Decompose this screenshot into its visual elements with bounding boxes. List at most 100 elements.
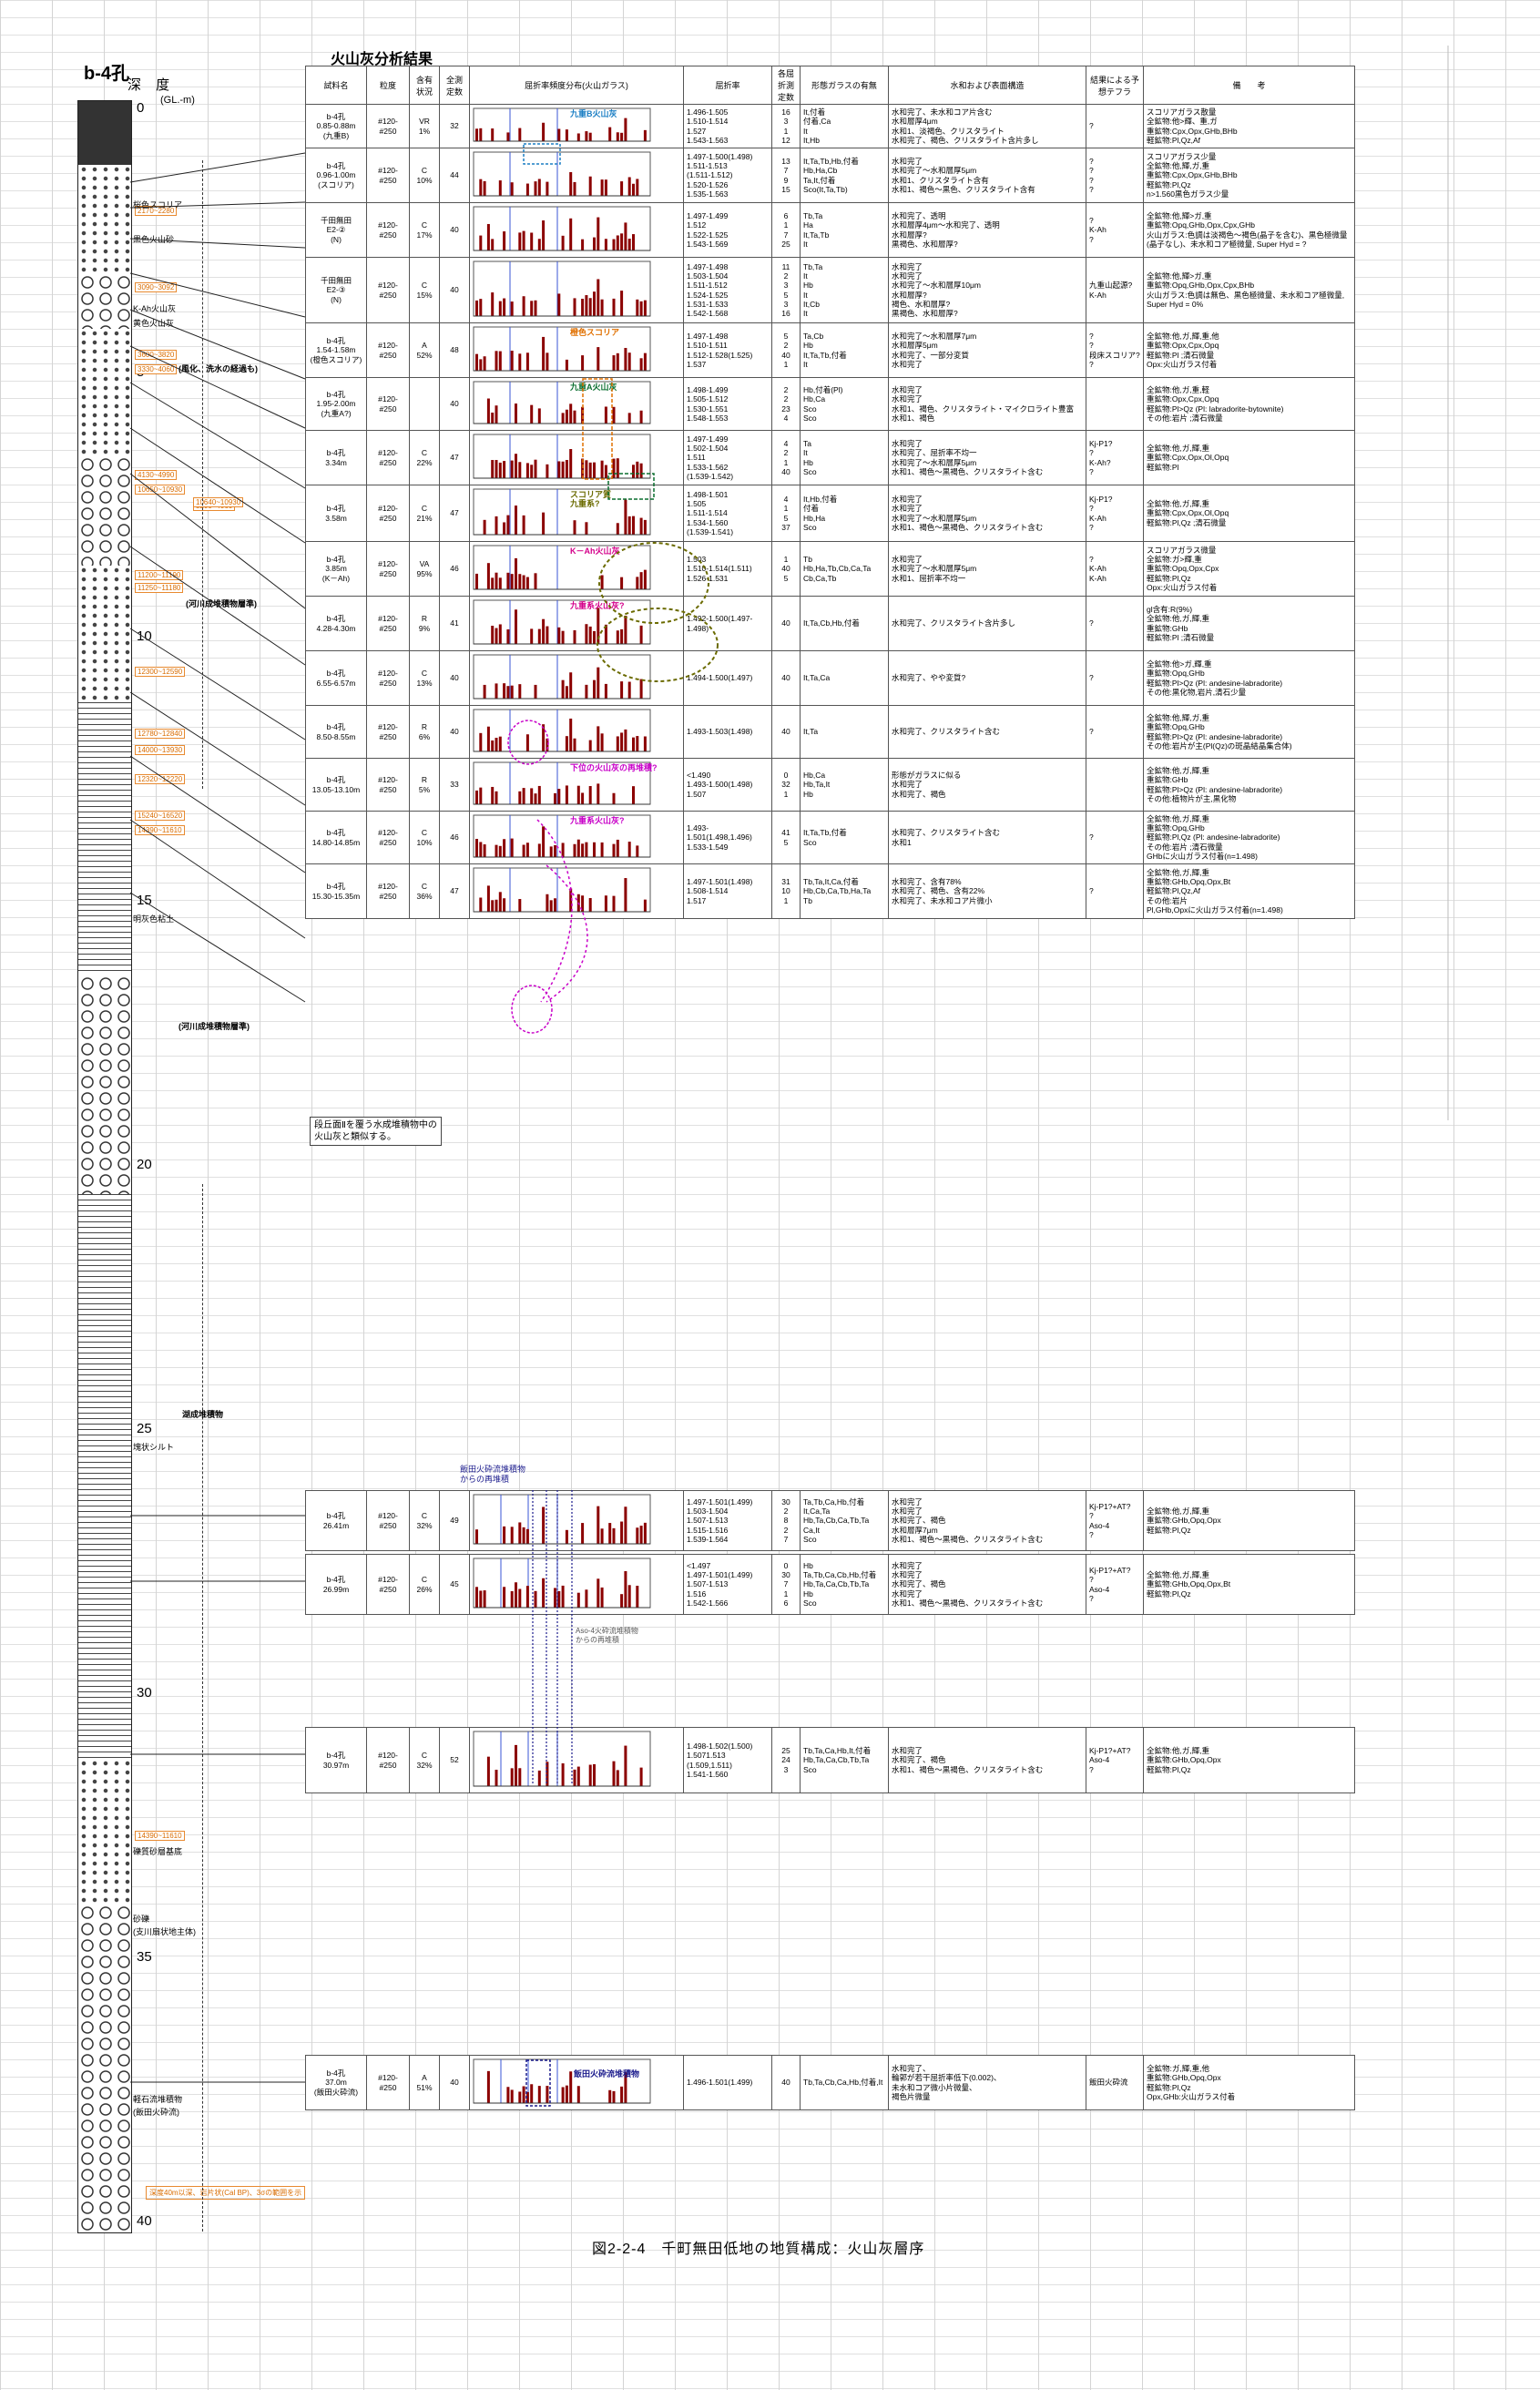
histogram-bar	[491, 625, 495, 644]
histogram-bar	[534, 1590, 537, 1608]
histogram-bar	[537, 407, 541, 424]
histogram-bar	[506, 572, 510, 589]
tephra-cell-text: ?	[1089, 121, 1094, 131]
hydration-cell-text: 水和完了、クリスタライト含む 水和1	[892, 828, 1001, 847]
histogram-bar	[597, 1506, 600, 1544]
histogram-bar	[620, 2086, 624, 2103]
histogram-bar	[588, 1764, 592, 1786]
tephra-cell: ?	[1086, 104, 1144, 148]
histogram-bar	[495, 791, 498, 804]
grain-size-cell: #120-#250	[366, 257, 410, 323]
histogram-bar	[643, 899, 647, 912]
count-cell-text: 30 2 8 2 7	[781, 1497, 790, 1544]
histogram-bar	[624, 347, 627, 371]
total-count-cell-text: 32	[450, 121, 459, 131]
histogram-bar	[486, 884, 490, 912]
histogram-bar	[576, 785, 580, 804]
count-cell-text: 0 32 1	[781, 771, 790, 799]
tephra-cell-text: ?	[1089, 727, 1094, 737]
count-cell: 1 40 5	[771, 541, 801, 597]
refractive-index-cell-text: 1.498-1.502(1.500) 1.5071.513 (1.509,1.5…	[687, 1741, 753, 1779]
glass-form-cell-text: Tb,Ta It Hb It It,Cb It	[803, 261, 823, 318]
histogram-bar	[620, 232, 624, 250]
count-cell-text: 2 2 23 4	[781, 385, 790, 423]
content-cell: R 5%	[409, 758, 440, 812]
histogram-bar	[569, 171, 573, 196]
hydration-cell-text: 水和完了、やや変質?	[892, 673, 966, 683]
table-row: b-4孔 37.0m (飯田火砕流) #120-#250 A 51% 40 1.496-…	[305, 2055, 1355, 2110]
histogram-bar	[561, 412, 565, 424]
histogram-bar	[585, 521, 588, 535]
histogram-frame	[473, 1494, 651, 1544]
note-cell-text: 全鉱物:他,ガ,輝,重,他 重鉱物:Opx,Cpx,Opq 軽鉱物:Pl ;清石…	[1147, 332, 1219, 369]
ash-analysis-table: 試料名 粒度 含有状況 全測定数 屈折率頻度分布(火山ガラス) 屈折率 各屈折測…	[305, 66, 1355, 919]
histogram-bar	[486, 562, 490, 589]
glass-form-cell: It,Ta,Tb,付着 Sco	[800, 811, 889, 864]
count-cell-text: 16 3 1 12	[781, 107, 790, 145]
histogram-bar	[620, 628, 624, 644]
grain-size-cell-text: #120-#250	[378, 341, 398, 360]
note-cell: 全鉱物:他,ガ,重,軽 重鉱物:Opx,Cpx,Opq 軽鉱物:Pl>Qz (P…	[1143, 377, 1355, 431]
histogram-bar	[534, 180, 537, 196]
histogram-bar	[561, 1762, 565, 1786]
refractive-index-cell-text: <1.497 1.497-1.501(1.499) 1.507-1.513 1.…	[687, 1561, 753, 1608]
histogram-bar	[624, 729, 627, 751]
sample-name-cell-text: b-4孔 26.41m	[322, 1511, 350, 1530]
hydration-cell-text: 水和完了、クリスタライト含む	[892, 727, 1001, 737]
histogram-bar	[620, 1521, 624, 1544]
histogram-bar	[486, 2070, 490, 2103]
note-cell: 全鉱物:他,ガ,輝,重,他 重鉱物:Opx,Cpx,Opq 軽鉱物:Pl ;清石…	[1143, 322, 1355, 378]
histogram-bar	[588, 132, 592, 141]
hydration-cell-text: 水和完了 水和完了〜水和層厚5μm 水和1、屈折率不均一	[892, 555, 977, 583]
refractive-index-cell-text: 1.497-1.500(1.498) 1.511-1.513 (1.511-1.…	[687, 152, 753, 199]
ri-histogram	[473, 867, 651, 912]
total-count-cell-text: 52	[450, 1755, 459, 1765]
grain-size-cell: #120-#250	[366, 650, 410, 706]
grain-size-cell-text: #120-#250	[378, 614, 398, 633]
iida-redeposit-label: 飯田火砕流堆積物 からの再堆積	[460, 1465, 526, 1484]
histogram-frame	[473, 326, 651, 371]
hydration-cell-text: 水和完了、含有78% 水和完了、褐色、含有22% 水和完了、未水和コア片微小	[892, 877, 993, 905]
refractive-index-cell: 1.498-1.501 1.505 1.511-1.514 1.534-1.56…	[683, 485, 772, 542]
histogram-bar	[636, 576, 639, 589]
content-cell: A 51%	[409, 2055, 440, 2110]
grain-size-cell: #120-#250	[366, 377, 410, 431]
histogram-bar	[597, 1578, 600, 1608]
histogram-bar	[522, 575, 525, 589]
glass-form-cell-text: It,Ta,Cb,Hb,付着	[803, 618, 860, 628]
histogram-frame	[473, 107, 651, 141]
histogram-bar	[534, 684, 537, 699]
histogram-bar	[636, 461, 639, 478]
histogram-bar	[537, 2085, 541, 2103]
ri-histogram	[473, 1558, 651, 1608]
content-cell: C 10%	[409, 811, 440, 864]
histogram-bar	[565, 784, 568, 804]
histogram-bar	[510, 838, 514, 857]
count-cell: 31 10 1	[771, 863, 801, 919]
hydration-cell-text: 水和完了 水和完了 水和完了、褐色 水和層厚7μm 水和1、褐色〜黒褐色、クリス…	[892, 1497, 1044, 1544]
histogram-bar	[636, 735, 639, 751]
histogram-bar	[522, 1527, 525, 1544]
histogram-bar	[576, 2085, 580, 2103]
histogram-label: 橙色スコリア	[570, 328, 620, 337]
histogram-bar	[593, 630, 596, 644]
count-cell: 25 24 3	[771, 1727, 801, 1793]
ri-histogram	[473, 709, 651, 751]
histogram-bar	[557, 128, 561, 141]
tephra-cell-text: 飯田火砕流	[1089, 2078, 1128, 2088]
histogram-bar	[491, 412, 495, 424]
histogram-bar	[475, 838, 478, 857]
content-cell-text: C 10%	[416, 828, 433, 847]
histogram-bar	[612, 1527, 616, 1544]
hydration-cell: 水和完了 水和完了 水和1、褐色、クリスタライト・マイクロライト豊富 水和1、褐…	[888, 377, 1086, 431]
total-count-cell: 47	[439, 863, 470, 919]
tephra-cell: Kj-P1? ? K-Ah ?	[1086, 485, 1144, 542]
sample-name-cell: b-4孔 15.30-15.35m	[305, 863, 367, 919]
histogram-bar	[620, 290, 624, 316]
count-cell: 40	[771, 650, 801, 706]
histogram-bar	[546, 2085, 549, 2103]
histogram-bar	[518, 2090, 522, 2103]
grain-size-cell-text: #120-#250	[378, 669, 398, 688]
histogram-bar	[506, 2086, 510, 2103]
ri-histogram	[473, 260, 651, 316]
